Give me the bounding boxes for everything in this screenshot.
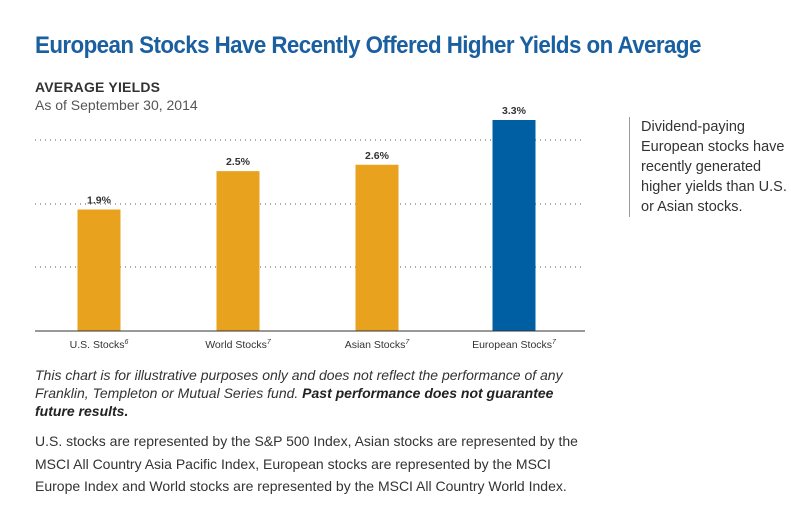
category-label: Asian Stocks7 bbox=[345, 339, 411, 351]
chart-subtitle: As of September 30, 2014 bbox=[35, 97, 198, 113]
bars bbox=[77, 120, 536, 331]
category-label-text: U.S. Stocks bbox=[70, 339, 125, 351]
side-note: Dividend-paying European stocks have rec… bbox=[629, 117, 789, 217]
data-label: 2.5% bbox=[226, 156, 251, 168]
data-label: 3.3% bbox=[502, 105, 527, 117]
footnote-superscript: 7 bbox=[552, 339, 557, 346]
data-label: 2.6% bbox=[365, 150, 390, 162]
disclaimer: This chart is for illustrative purposes … bbox=[35, 366, 595, 420]
disclaimer-text: This chart is for illustrative purposes … bbox=[35, 367, 563, 401]
gridlines bbox=[35, 139, 585, 268]
category-label-text: Asian Stocks bbox=[345, 339, 406, 351]
category-label-text: World Stocks bbox=[205, 339, 267, 351]
index-footnote: U.S. stocks are represented by the S&P 5… bbox=[35, 433, 578, 494]
bar-u-s-stocks bbox=[77, 209, 121, 331]
footnote-superscript: 7 bbox=[267, 339, 272, 346]
category-label: U.S. Stocks6 bbox=[70, 339, 129, 351]
disclaimer-warning: Past performance does not guarantee futu… bbox=[35, 385, 554, 419]
chart-title: AVERAGE YIELDS bbox=[35, 79, 161, 95]
category-label-text: European Stocks bbox=[472, 339, 552, 351]
footnote-superscript: 6 bbox=[124, 339, 128, 346]
footnote-superscript: 7 bbox=[405, 339, 410, 346]
bar-european-stocks bbox=[492, 120, 536, 331]
category-label: European Stocks7 bbox=[472, 339, 557, 351]
data-label: 1.9% bbox=[87, 195, 112, 207]
bar-asian-stocks bbox=[355, 164, 399, 331]
category-label: World Stocks7 bbox=[205, 339, 272, 351]
page-title: European Stocks Have Recently Offered Hi… bbox=[35, 32, 701, 59]
bar-world-stocks bbox=[216, 171, 260, 331]
